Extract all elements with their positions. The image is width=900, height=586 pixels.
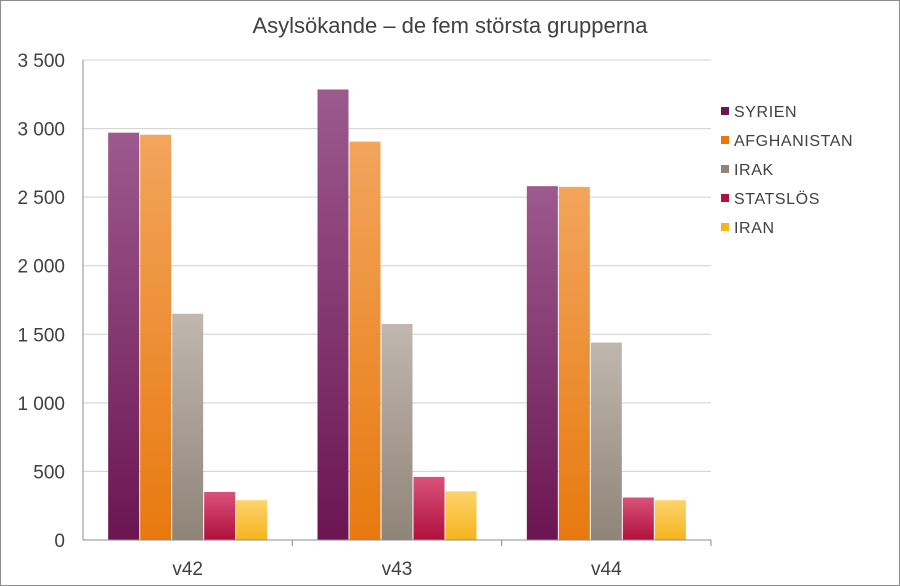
y-tick-label: 2 000 (17, 257, 65, 278)
bar-statslös-v44 (622, 497, 654, 540)
legend-label: IRAN (734, 220, 775, 237)
bar-irak-v42 (172, 313, 204, 540)
bar-statslös-v43 (413, 476, 445, 540)
y-tick-label: 1 500 (17, 325, 65, 346)
legend-label: STATSLÖS (734, 190, 820, 208)
legend-label: IRAK (734, 162, 774, 179)
x-tick-label: v43 (382, 559, 413, 580)
bar-afghanistan-v42 (140, 134, 172, 540)
legend-swatch (721, 136, 729, 144)
bar-syrien-v43 (317, 89, 349, 540)
legend-swatch (721, 107, 729, 115)
bar-irak-v44 (590, 342, 622, 540)
y-tick-label: 1 000 (17, 394, 65, 415)
y-tick-label: 0 (54, 531, 65, 552)
legend-swatch (721, 194, 729, 202)
bars (108, 89, 686, 540)
bar-iran-v42 (236, 500, 268, 540)
chart-title: Asylsökande – de fem största grupperna (252, 13, 648, 38)
bar-irak-v43 (381, 324, 413, 540)
legend: SYRIEN AFGHANISTAN IRAK STATSLÖS IRAN (721, 104, 853, 237)
y-axis-ticks: 0 500 1 000 1 500 2 000 2 500 3 000 3 500 (17, 51, 65, 552)
axes (82, 60, 712, 546)
bar-iran-v44 (654, 500, 686, 540)
bar-afghanistan-v43 (349, 141, 381, 540)
y-tick-label: 2 500 (17, 188, 65, 209)
bar-syrien-v42 (108, 132, 140, 540)
y-tick-label: 3 000 (17, 120, 65, 141)
legend-label: SYRIEN (734, 104, 797, 121)
bar-syrien-v44 (526, 186, 558, 540)
bar-afghanistan-v44 (558, 186, 590, 540)
bar-statslös-v42 (204, 492, 236, 540)
x-tick-label: v44 (591, 559, 622, 580)
legend-label: AFGHANISTAN (734, 133, 853, 150)
y-tick-label: 3 500 (17, 51, 65, 72)
y-tick-label: 500 (33, 462, 65, 483)
legend-swatch (721, 223, 729, 231)
x-tick-label: v42 (172, 559, 203, 580)
x-axis-ticks: v42 v43 v44 (172, 559, 622, 580)
legend-swatch (721, 165, 729, 173)
bar-iran-v43 (445, 491, 477, 540)
